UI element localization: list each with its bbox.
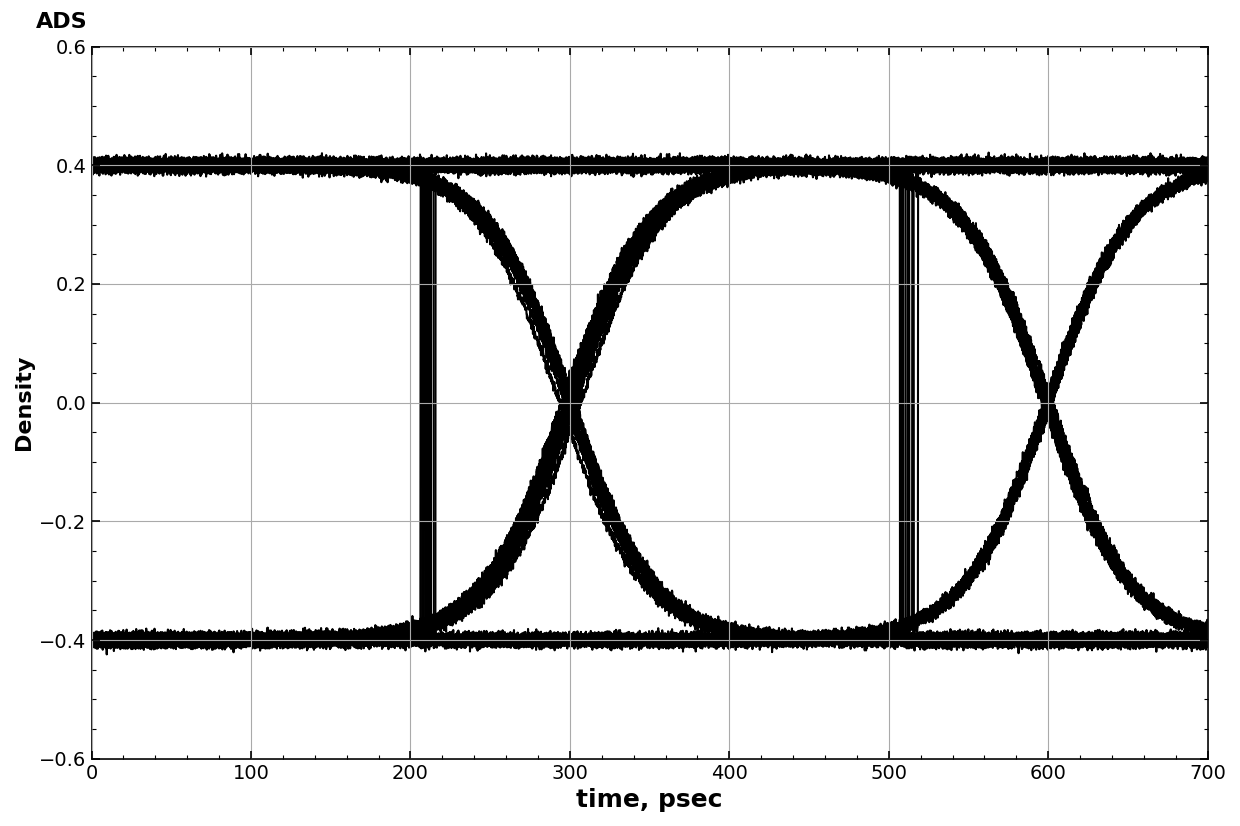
Y-axis label: Density: Density [14, 355, 33, 450]
Text: ADS: ADS [36, 12, 87, 32]
X-axis label: time, psec: time, psec [577, 788, 723, 812]
